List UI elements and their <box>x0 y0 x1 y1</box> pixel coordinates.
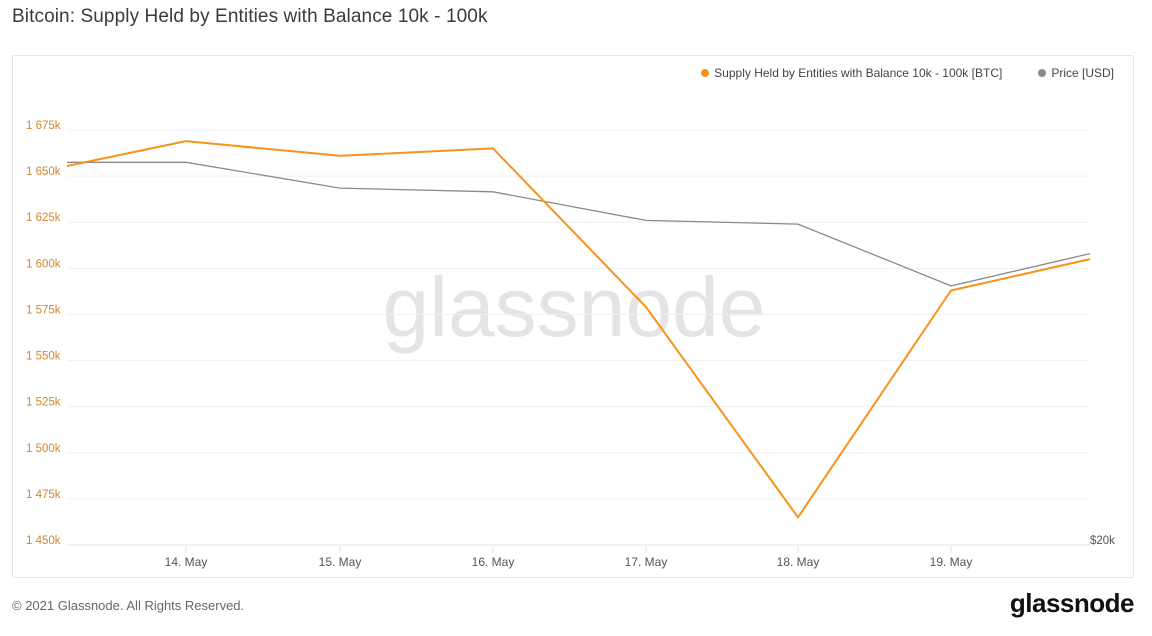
x-axis-tick-label: 16. May <box>472 555 515 569</box>
y-axis-tick-label: 1 550k <box>26 351 61 363</box>
x-axis-tick-label: 18. May <box>777 555 820 569</box>
y-axis-tick-label: 1 475k <box>26 489 61 501</box>
watermark-text: glassnode <box>383 260 766 354</box>
x-axis-tick-label: 14. May <box>165 555 208 569</box>
legend-label-price: Price [USD] <box>1051 66 1114 80</box>
y-axis-tick-label: 1 450k <box>26 535 61 547</box>
glassnode-logo: glassnode <box>1009 588 1135 618</box>
y-axis-tick-label: 1 575k <box>26 304 61 316</box>
y-axis-tick-label: 1 650k <box>26 166 61 178</box>
y-axis-tick-label: 1 675k <box>26 120 61 132</box>
legend-label-supply: Supply Held by Entities with Balance 10k… <box>714 66 1003 80</box>
legend-item-supply[interactable]: Supply Held by Entities with Balance 10k… <box>701 66 1002 80</box>
y-axis-tick-label: 1 500k <box>26 443 61 455</box>
x-axis-tick-label: 17. May <box>625 555 668 569</box>
supply-line <box>66 140 1091 519</box>
legend-item-price[interactable]: Price [USD] <box>1038 66 1114 80</box>
right-axis-tick-label: $20k <box>1090 535 1115 547</box>
legend-dot-icon <box>1038 69 1047 77</box>
y-axis-tick-label: 1 600k <box>26 258 61 270</box>
chart-title: Bitcoin: Supply Held by Entities with Ba… <box>12 6 488 27</box>
price-line <box>67 161 1091 287</box>
chart-legend: Supply Held by Entities with Balance 10k… <box>701 66 1114 80</box>
y-axis-tick-label: 1 625k <box>26 212 61 224</box>
y-axis-tick-label: 1 525k <box>26 397 61 409</box>
legend-dot-icon <box>701 69 710 77</box>
x-axis-tick-label: 15. May <box>319 555 362 569</box>
x-axis-tick-label: 19. May <box>930 555 973 569</box>
copyright-text: © 2021 Glassnode. All Rights Reserved. <box>12 598 245 613</box>
